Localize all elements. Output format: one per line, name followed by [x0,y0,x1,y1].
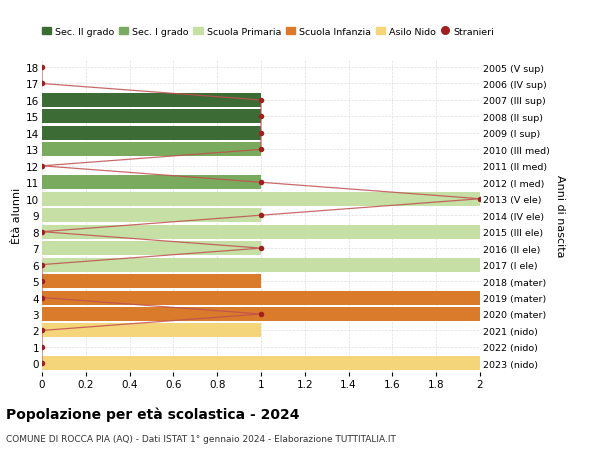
Bar [42,258,480,272]
Legend: Sec. II grado, Sec. I grado, Scuola Primaria, Scuola Infanzia, Asilo Nido, Stran: Sec. II grado, Sec. I grado, Scuola Prim… [38,24,498,40]
Bar [42,94,261,108]
Point [475,196,485,203]
Text: Popolazione per età scolastica - 2024: Popolazione per età scolastica - 2024 [6,406,299,421]
Point [256,97,266,104]
Point [37,229,47,236]
Bar [42,209,261,223]
Text: COMUNE DI ROCCA PIA (AQ) - Dati ISTAT 1° gennaio 2024 - Elaborazione TUTTITALIA.: COMUNE DI ROCCA PIA (AQ) - Dati ISTAT 1°… [6,434,396,443]
Bar [42,225,480,239]
Point [37,278,47,285]
Point [37,360,47,367]
Point [256,311,266,318]
Bar [42,192,480,206]
Point [37,81,47,88]
Bar [42,241,261,256]
Y-axis label: Anni di nascita: Anni di nascita [555,174,565,257]
Point [37,327,47,335]
Point [37,294,47,302]
Bar [42,291,480,305]
Bar [42,176,261,190]
Point [256,113,266,121]
Point [37,343,47,351]
Point [256,179,266,186]
Bar [42,274,261,288]
Point [256,146,266,154]
Point [37,261,47,269]
Point [256,245,266,252]
Bar [42,110,261,124]
Point [37,163,47,170]
Point [256,130,266,137]
Bar [42,143,261,157]
Bar [42,127,261,140]
Bar [42,308,480,321]
Bar [42,357,480,370]
Bar [42,324,261,338]
Point [256,212,266,219]
Point [37,64,47,72]
Y-axis label: Ètà alunni: Ètà alunni [12,188,22,244]
